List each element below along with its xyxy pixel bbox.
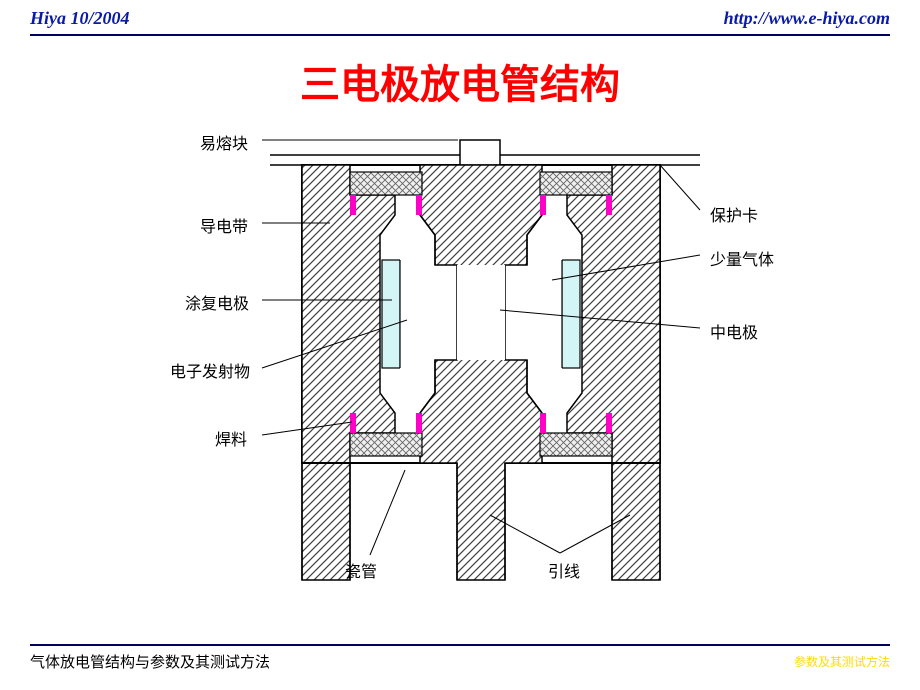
label-lead: 引线 xyxy=(548,558,580,582)
label-solder: 焊料 xyxy=(215,426,247,450)
label-coated-electrode: 涂复电极 xyxy=(185,290,249,314)
header-left: Hiya 10/2004 xyxy=(30,8,130,29)
label-conductive-band: 导电带 xyxy=(200,213,248,237)
label-emitter: 电子发射物 xyxy=(170,358,250,382)
label-mid-electrode: 中电极 xyxy=(710,319,758,343)
label-ceramic-tube: 瓷管 xyxy=(345,558,377,582)
footer-right: 参数及其测试方法 xyxy=(794,653,890,670)
diagram: 易熔块 导电带 涂复电极 电子发射物 焊料 瓷管 引线 保护卡 少量气体 中电极 xyxy=(0,110,920,610)
header-rule xyxy=(30,34,890,36)
footer-left: 气体放电管结构与参数及其测试方法 xyxy=(30,651,270,672)
header: Hiya 10/2004 http://www.e-hiya.com xyxy=(30,8,890,29)
label-gas: 少量气体 xyxy=(710,246,774,270)
page-title: 三电极放电管结构 xyxy=(0,52,920,110)
header-right[interactable]: http://www.e-hiya.com xyxy=(724,8,890,29)
label-fusible: 易熔块 xyxy=(200,130,248,154)
label-protect-clip: 保护卡 xyxy=(710,202,758,226)
footer-rule xyxy=(30,644,890,646)
